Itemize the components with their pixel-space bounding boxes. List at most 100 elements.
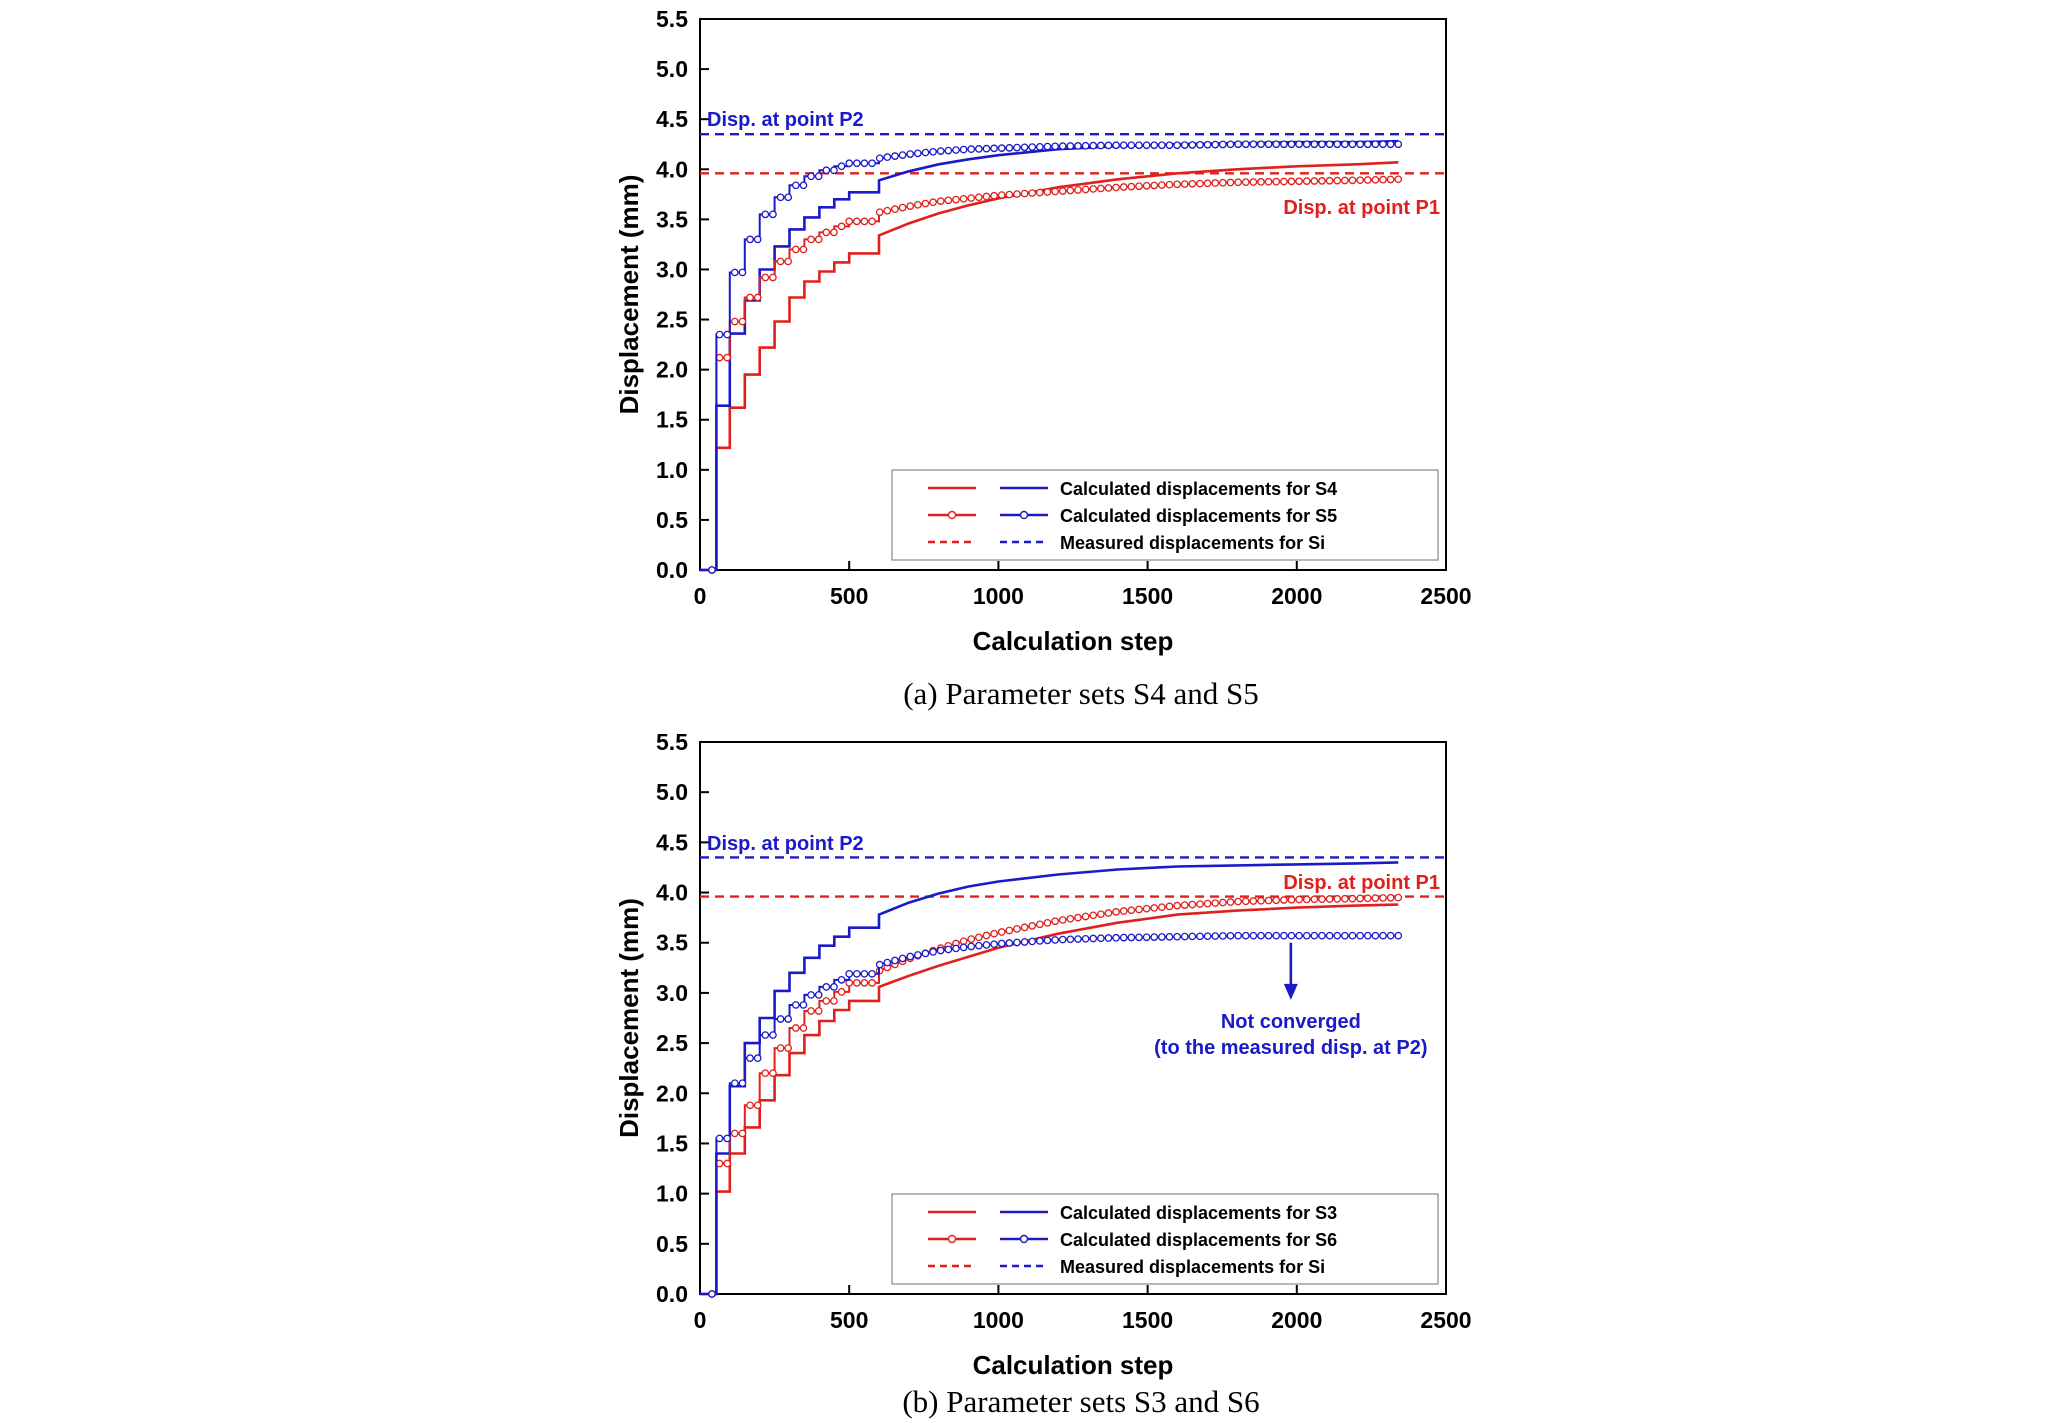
y-tick-label: 2.5 — [656, 1030, 688, 1056]
data-point — [1394, 175, 1403, 184]
data-point — [1089, 141, 1098, 150]
data-point — [1280, 177, 1288, 186]
x-tick-label: 0 — [694, 1307, 707, 1333]
data-point — [784, 1044, 793, 1052]
data-point — [1203, 932, 1212, 941]
data-point — [723, 1159, 732, 1168]
data-point — [1386, 175, 1395, 184]
data-point — [761, 1069, 770, 1078]
data-point — [1142, 904, 1151, 913]
legend-marker — [947, 1234, 957, 1244]
data-point — [845, 159, 854, 168]
data-point — [1180, 180, 1189, 188]
data-point — [1180, 901, 1189, 909]
data-point — [769, 210, 777, 219]
data-point — [830, 166, 838, 175]
data-point — [1325, 931, 1334, 940]
y-tick-label: 0.5 — [656, 507, 688, 533]
data-point — [860, 159, 869, 168]
data-point — [1241, 931, 1250, 940]
x-tick-label: 0 — [694, 583, 707, 609]
data-point — [883, 206, 892, 215]
data-point — [1211, 932, 1220, 940]
data-point — [952, 944, 960, 953]
data-point — [1379, 175, 1387, 184]
data-point — [1013, 938, 1021, 947]
data-point — [1058, 142, 1067, 151]
data-point — [1280, 896, 1288, 904]
data-point — [1188, 179, 1197, 188]
data-point — [1203, 140, 1212, 149]
data-point — [730, 1079, 739, 1088]
data-point — [1295, 931, 1303, 940]
data-point — [761, 273, 770, 282]
data-point — [1013, 925, 1021, 933]
data-point — [929, 147, 937, 156]
data-point — [1302, 931, 1311, 940]
data-point — [1135, 141, 1143, 150]
data-point — [997, 191, 1006, 199]
data-point — [990, 940, 998, 949]
data-point — [1348, 894, 1357, 903]
legend-label: Calculated displacements for S4 — [1060, 479, 1337, 499]
data-point — [1013, 143, 1021, 152]
data-point — [891, 205, 899, 213]
data-point — [723, 353, 732, 362]
data-point — [784, 257, 793, 266]
data-point — [883, 958, 892, 967]
data-point — [1333, 895, 1342, 903]
data-point — [837, 162, 846, 171]
data-point — [845, 969, 854, 978]
data-point — [1058, 916, 1067, 924]
data-point — [868, 159, 876, 168]
panel-caption: (b) Parameter sets S3 and S6 — [902, 1384, 1259, 1419]
data-point — [708, 566, 716, 574]
data-point — [776, 193, 785, 202]
data-point — [746, 1101, 754, 1110]
data-point — [1264, 896, 1273, 905]
legend-label: Measured displacements for Si — [1060, 1257, 1325, 1277]
data-point — [715, 330, 724, 339]
data-point — [1074, 935, 1082, 943]
data-point — [1287, 140, 1296, 149]
data-point — [1112, 908, 1120, 916]
data-point — [959, 145, 968, 154]
data-point — [1348, 931, 1357, 940]
data-point — [1081, 912, 1090, 921]
data-point — [1035, 920, 1044, 929]
data-point — [1074, 142, 1082, 150]
data-point — [1005, 190, 1014, 199]
data-point — [799, 1001, 808, 1009]
data-point — [1394, 893, 1403, 902]
data-point — [746, 1054, 754, 1062]
data-point — [860, 969, 869, 978]
data-point — [1173, 901, 1181, 910]
data-point — [1272, 177, 1281, 186]
data-point — [1371, 894, 1380, 902]
data-point — [1074, 186, 1082, 194]
data-point — [1241, 897, 1250, 906]
data-point — [837, 976, 846, 984]
data-point — [974, 933, 983, 942]
data-point — [814, 991, 823, 999]
data-point — [1371, 140, 1380, 149]
data-point — [822, 166, 831, 175]
data-point — [883, 153, 892, 161]
data-point — [1058, 935, 1067, 944]
data-point — [1180, 141, 1189, 149]
data-point — [967, 194, 976, 202]
data-point — [1249, 931, 1258, 940]
data-point — [723, 330, 732, 339]
data-point — [929, 948, 937, 956]
data-point — [761, 1031, 770, 1039]
panel-caption: (a) Parameter sets S4 and S5 — [903, 676, 1259, 711]
data-point — [1150, 933, 1159, 941]
data-point — [1295, 177, 1303, 186]
y-tick-label: 0.0 — [656, 1281, 688, 1307]
data-point — [1066, 186, 1075, 195]
data-point — [1097, 141, 1105, 150]
y-axis-title: Displacement (mm) — [614, 898, 644, 1138]
data-point — [1394, 140, 1403, 149]
data-point — [1257, 896, 1265, 905]
data-point — [776, 1044, 785, 1052]
